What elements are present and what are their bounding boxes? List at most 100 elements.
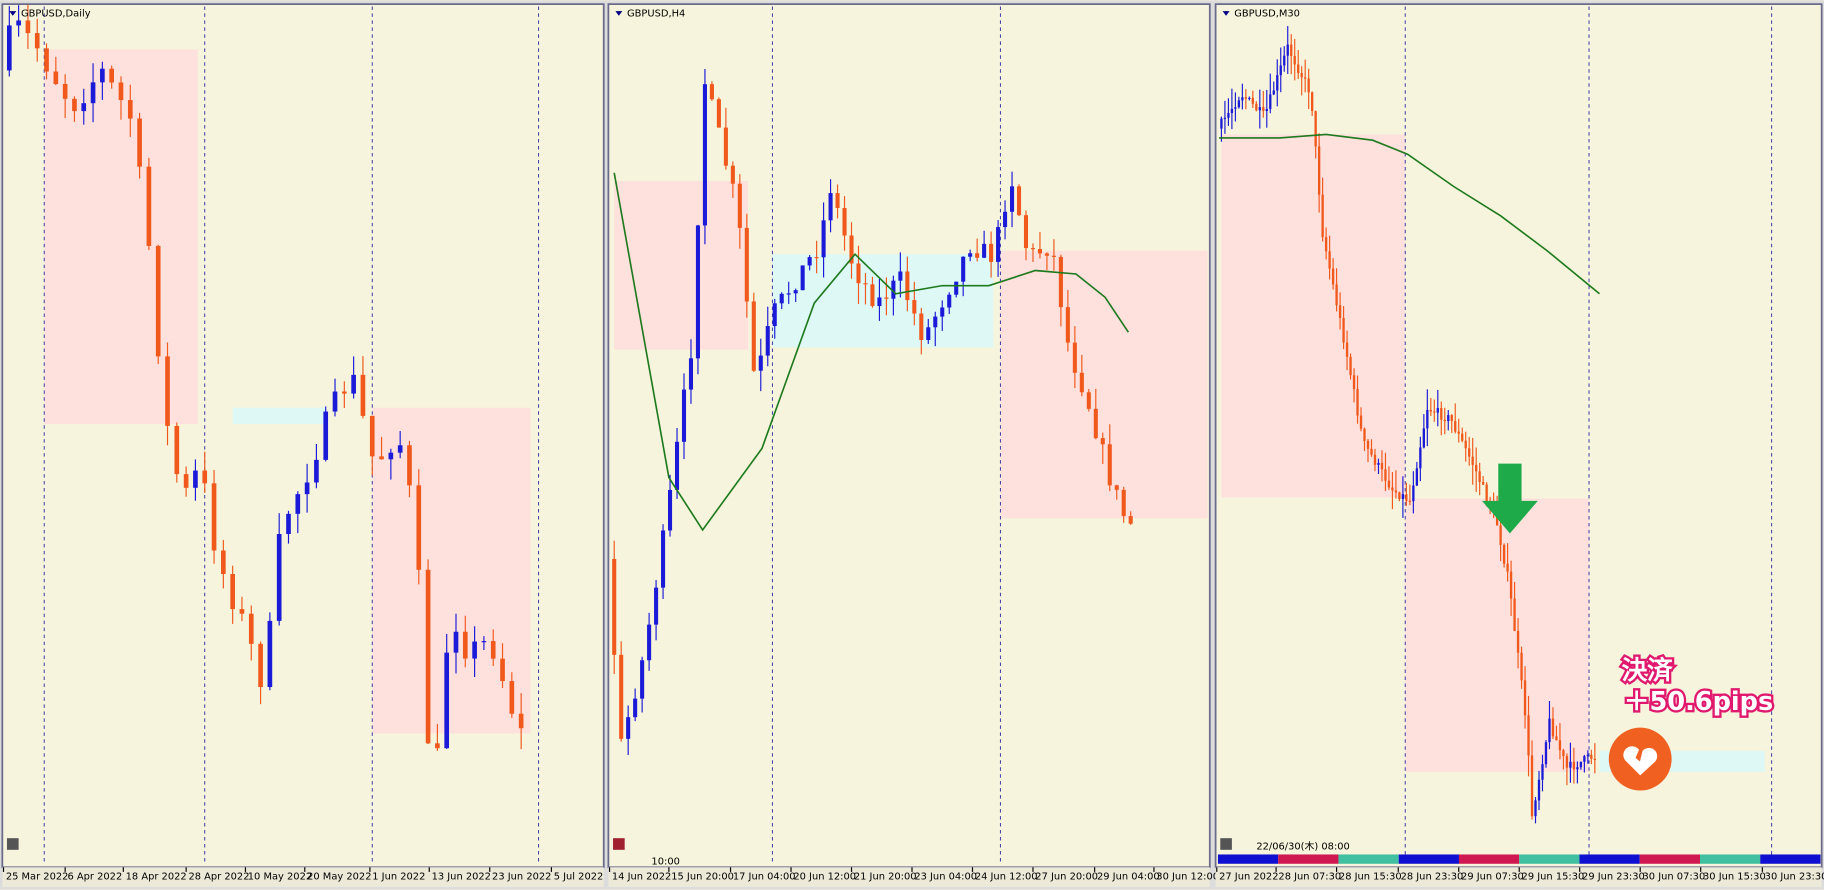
candle-body xyxy=(1429,409,1432,412)
candle-body xyxy=(1311,92,1314,112)
candle-body xyxy=(807,257,812,266)
session-bar xyxy=(1278,854,1339,864)
candle-body xyxy=(744,227,749,302)
candle-body xyxy=(258,643,263,688)
candle-body xyxy=(146,166,152,246)
candle-body xyxy=(884,297,889,299)
candle-body xyxy=(926,327,931,340)
candle-body xyxy=(1237,100,1241,108)
candle-body xyxy=(183,474,189,488)
candle-body xyxy=(1576,767,1579,770)
axis-strip xyxy=(2,867,604,888)
candle-body xyxy=(1468,448,1471,457)
candle-body xyxy=(1534,800,1537,817)
candle-body xyxy=(314,459,319,483)
candle-body xyxy=(1509,571,1513,599)
candle-body xyxy=(1412,485,1415,502)
candle-body xyxy=(6,25,12,71)
candle-body xyxy=(758,355,763,371)
candle-body xyxy=(1345,342,1349,357)
candle-body xyxy=(72,98,77,112)
panel-button xyxy=(6,838,19,850)
candle-body xyxy=(905,271,910,301)
candle-body xyxy=(1286,44,1289,56)
candle-body xyxy=(1572,761,1576,770)
candle-body xyxy=(1461,433,1464,441)
candle-body xyxy=(1324,237,1328,252)
candle-body xyxy=(1419,447,1422,469)
candle-body xyxy=(912,300,917,314)
candle-body xyxy=(612,559,617,655)
candle-body xyxy=(842,208,847,236)
panel-title: GBPUSD,M30 xyxy=(1234,8,1300,19)
candle-body xyxy=(640,660,645,699)
candle-body xyxy=(1527,715,1530,756)
candle-body xyxy=(397,445,403,453)
candle-body xyxy=(996,227,1001,262)
candle-body xyxy=(211,483,217,551)
candle-body xyxy=(1227,113,1230,118)
candle-body xyxy=(369,415,375,457)
session-bar xyxy=(1639,854,1700,864)
candle-body xyxy=(1321,194,1324,238)
candle-body xyxy=(407,445,412,486)
candle-body xyxy=(765,326,770,356)
candle-body xyxy=(165,356,170,426)
candle-body xyxy=(1030,248,1036,250)
panel-title: GBPUSD,H4 xyxy=(627,8,685,19)
candle-body xyxy=(100,68,105,83)
candle-body xyxy=(1586,754,1590,757)
candle-body xyxy=(1482,482,1485,485)
candle-body xyxy=(1394,490,1398,493)
candle-body xyxy=(1314,111,1317,147)
candle-body xyxy=(793,290,798,294)
candle-body xyxy=(1516,630,1520,653)
candle-body xyxy=(1010,186,1015,212)
candle-body xyxy=(786,293,791,295)
candle-body xyxy=(982,243,987,258)
candle-body xyxy=(1016,186,1022,216)
candle-body xyxy=(1548,718,1551,743)
candle-body xyxy=(1415,468,1419,486)
candle-body xyxy=(1499,525,1502,545)
candle-body xyxy=(1269,94,1272,109)
x-axis-label: 29 Jun 04:00 xyxy=(1097,872,1160,883)
candle-body xyxy=(1328,251,1331,269)
candle-body xyxy=(118,82,124,101)
annotation-line1: 決済 xyxy=(1622,655,1674,686)
zone-sell xyxy=(1000,250,1208,519)
x-axis-label: 20 Jun 12:00 xyxy=(793,872,856,883)
candle-body xyxy=(654,587,659,625)
candle-body xyxy=(416,485,422,570)
candle-body xyxy=(1391,487,1394,491)
candle-body xyxy=(891,280,896,299)
candle-body xyxy=(267,620,273,688)
candle-body xyxy=(626,717,631,739)
candle-body xyxy=(360,374,366,416)
x-axis-label: 13 Jun 2022 xyxy=(432,872,491,883)
candle-body xyxy=(304,482,310,495)
candle-body xyxy=(1530,755,1534,817)
candle-body xyxy=(1342,317,1345,343)
candle-body xyxy=(633,698,638,718)
candle-body xyxy=(1279,65,1282,76)
candle-body xyxy=(1128,516,1133,524)
candle-body xyxy=(155,245,161,357)
candle-body xyxy=(1475,464,1478,472)
candle-body xyxy=(1450,415,1453,422)
candle-body xyxy=(619,654,624,739)
candle-body xyxy=(1377,462,1380,465)
candle-body xyxy=(342,391,347,394)
candle-body xyxy=(1405,494,1408,501)
candle-body xyxy=(1290,44,1293,57)
candle-body xyxy=(723,127,728,166)
candle-body xyxy=(1265,108,1268,112)
x-axis-label: 18 Apr 2022 xyxy=(126,872,187,883)
candle-body xyxy=(1537,779,1541,801)
candle-body xyxy=(1352,375,1356,390)
candle-body xyxy=(1037,249,1042,254)
candle-body xyxy=(1283,55,1286,66)
candle-body xyxy=(647,624,652,661)
